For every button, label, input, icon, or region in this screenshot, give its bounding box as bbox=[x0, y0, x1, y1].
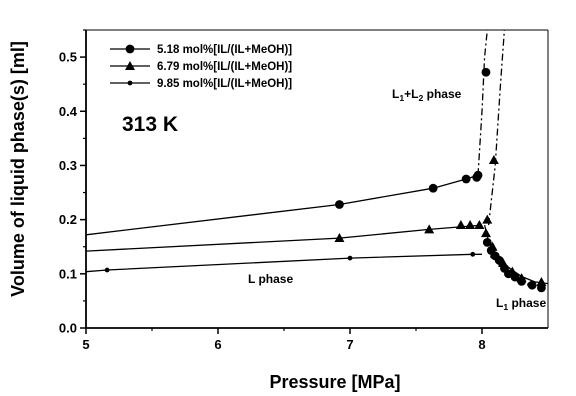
phase-boundary-line bbox=[487, 30, 506, 226]
text-part: +L bbox=[404, 87, 418, 101]
y-tick-label: 0.3 bbox=[59, 158, 77, 173]
x-axis-title: Pressure [MPa] bbox=[269, 372, 400, 392]
y-tick-label: 0.2 bbox=[59, 212, 77, 227]
y-tick-label: 0.4 bbox=[59, 104, 78, 119]
data-point bbox=[428, 183, 438, 193]
x-tick-label: 5 bbox=[82, 337, 89, 352]
data-point bbox=[482, 214, 493, 224]
legend-marker bbox=[125, 61, 135, 70]
legend-label: 9.85 mol%[IL/(IL+MeOH)] bbox=[157, 78, 292, 90]
subscript: 1 bbox=[503, 302, 508, 312]
data-point bbox=[536, 276, 547, 286]
data-point bbox=[465, 220, 476, 230]
data-point bbox=[506, 270, 511, 276]
temperature-label: 313 K bbox=[122, 113, 178, 136]
text-part: L bbox=[392, 87, 399, 101]
y-axis-title: Volume of liquid phase(s) [ml] bbox=[8, 41, 28, 297]
text-part: L bbox=[496, 296, 503, 310]
y-tick-label: 0.1 bbox=[59, 266, 77, 281]
plot-area bbox=[86, 30, 548, 293]
legend: 5.18 mol%[IL/(IL+MeOH)] 6.79 mol%[IL/(IL+… bbox=[110, 44, 292, 90]
phase-boundary-line bbox=[477, 30, 488, 176]
series-curve bbox=[86, 174, 479, 236]
data-point bbox=[455, 220, 466, 230]
data-point bbox=[470, 251, 476, 257]
legend-marker bbox=[125, 44, 135, 54]
data-point bbox=[481, 67, 491, 77]
series-curve bbox=[86, 224, 483, 252]
data-point bbox=[480, 228, 491, 238]
data-point bbox=[347, 255, 353, 261]
data-point bbox=[335, 200, 344, 209]
l1-phase-label: L1 phase bbox=[496, 296, 546, 312]
data-point bbox=[424, 224, 435, 234]
y-tick-label: 0.5 bbox=[59, 50, 77, 65]
x-tick-label: 6 bbox=[214, 337, 221, 352]
data-point bbox=[490, 254, 495, 259]
l1-l2-phase-label: L1+L2 phase bbox=[392, 87, 462, 103]
l-phase-label: L phase bbox=[248, 272, 293, 286]
y-tick-label: 0.0 bbox=[59, 321, 77, 336]
subscript: 2 bbox=[418, 93, 423, 103]
legend-label: 6.79 mol%[IL/(IL+MeOH)] bbox=[157, 61, 292, 73]
data-point bbox=[474, 220, 485, 230]
data-point bbox=[104, 267, 110, 273]
data-point bbox=[473, 170, 483, 180]
subscript: 1 bbox=[399, 93, 404, 103]
x-tick-label: 7 bbox=[346, 337, 353, 352]
data-point bbox=[461, 174, 471, 184]
data-point bbox=[527, 282, 532, 288]
text-part: phase bbox=[423, 87, 461, 101]
legend-marker bbox=[127, 80, 133, 86]
data-point bbox=[488, 155, 499, 165]
text-part: phase bbox=[508, 296, 546, 310]
data-point bbox=[482, 237, 492, 247]
data-point bbox=[334, 233, 345, 243]
data-point bbox=[537, 283, 546, 293]
series-curve bbox=[86, 253, 482, 273]
legend-label: 5.18 mol%[IL/(IL+MeOH)] bbox=[157, 44, 292, 56]
data-point bbox=[498, 261, 503, 267]
x-tick-label: 8 bbox=[478, 337, 485, 352]
data-point bbox=[516, 277, 522, 283]
